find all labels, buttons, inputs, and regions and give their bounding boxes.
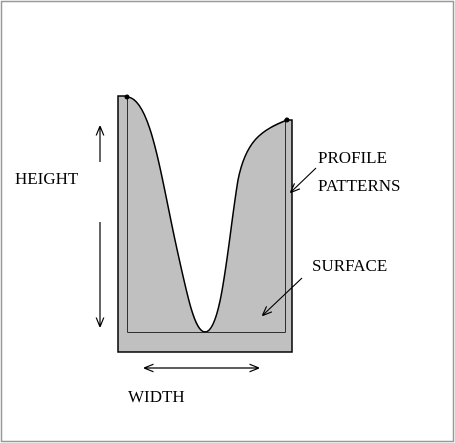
profile-curve [127,96,288,333]
profile-point [124,94,130,100]
surface-pointer [263,277,303,315]
height-label: HEIGHT [15,169,79,188]
profile-point [284,117,290,123]
profile-label: PATTERNS [318,176,401,195]
profile-label: PROFILE [318,148,387,167]
width-label: WIDTH [128,387,185,406]
profile-pointer [291,167,317,192]
surface-label: SURFACE [312,256,387,275]
